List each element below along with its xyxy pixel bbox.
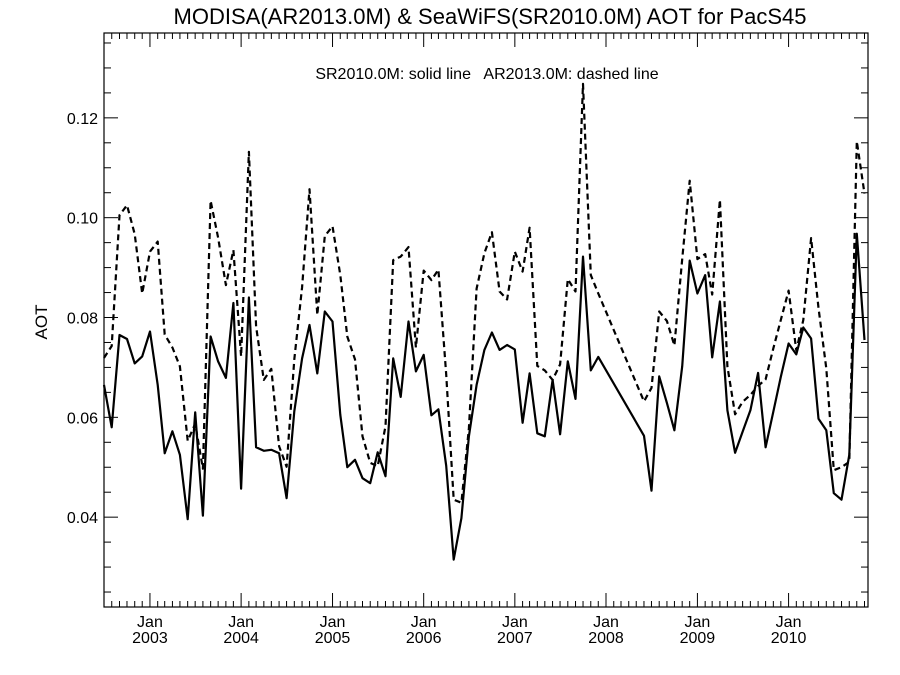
y-tick-label: 0.12 xyxy=(67,111,98,128)
x-tick-label-year: 2008 xyxy=(588,630,624,647)
legend-annotation: SR2010.0M: solid line AR2013.0M: dashed … xyxy=(315,66,658,83)
x-tick-label-month: Jan xyxy=(593,614,619,631)
y-tick-label: 0.06 xyxy=(67,410,98,427)
x-tick-label-month: Jan xyxy=(502,614,528,631)
x-tick-label-month: Jan xyxy=(411,614,437,631)
plot-marks: 0.040.060.080.100.12Jan2003Jan2004Jan200… xyxy=(67,33,868,647)
x-tick-label-month: Jan xyxy=(320,614,346,631)
x-tick-label-year: 2004 xyxy=(223,630,259,647)
x-tick-label-year: 2009 xyxy=(680,630,716,647)
x-tick-label-month: Jan xyxy=(137,614,163,631)
y-axis-label: AOT xyxy=(32,305,51,340)
x-tick-label-year: 2010 xyxy=(771,630,807,647)
x-tick-label-year: 2007 xyxy=(497,630,533,647)
x-tick-label-month: Jan xyxy=(776,614,802,631)
plot-frame xyxy=(103,32,869,608)
x-tick-label-year: 2006 xyxy=(406,630,442,647)
x-tick-label-month: Jan xyxy=(685,614,711,631)
x-tick-label-month: Jan xyxy=(228,614,254,631)
series-line-sr2010-0m xyxy=(102,232,866,561)
x-tick-label-year: 2005 xyxy=(315,630,351,647)
chart-title: MODISA(AR2013.0M) & SeaWiFS(SR2010.0M) A… xyxy=(174,4,807,29)
y-tick-label: 0.08 xyxy=(67,311,98,328)
series-line-ar2013-0m xyxy=(103,82,866,504)
x-tick-label-year: 2003 xyxy=(132,630,168,647)
y-tick-label: 0.04 xyxy=(67,510,98,527)
y-tick-label: 0.10 xyxy=(67,211,98,228)
